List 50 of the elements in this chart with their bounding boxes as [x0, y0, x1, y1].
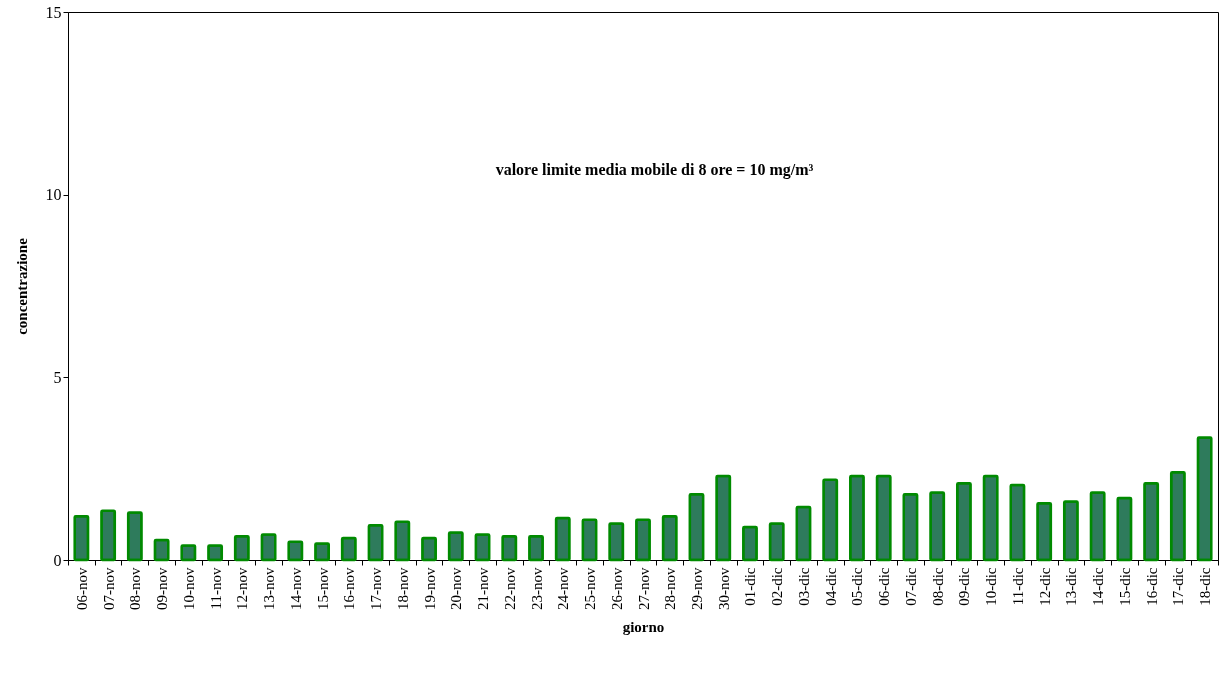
x-tick-label: 26-nov: [608, 567, 625, 610]
x-tick-label: 08-dic: [929, 567, 946, 606]
x-axis-title: giorno: [622, 619, 665, 635]
y-tick-label: 0: [53, 551, 62, 569]
y-axis-title: concentrazione: [13, 237, 30, 335]
x-tick-label: 12-dic: [1036, 567, 1053, 606]
x-tick-label: 02-dic: [769, 567, 786, 606]
x-tick-label: 03-dic: [795, 567, 812, 606]
x-tick-label: 10-dic: [983, 567, 1000, 606]
x-tick-label: 18-dic: [1197, 567, 1214, 606]
x-tick-label: 20-nov: [448, 567, 465, 610]
x-tick-label: 09-dic: [956, 567, 973, 606]
x-tick-label: 10-nov: [180, 567, 197, 610]
x-tick-label: 07-dic: [902, 567, 919, 606]
x-tick-label: 18-nov: [394, 567, 411, 610]
x-tick-label: 22-nov: [501, 567, 518, 610]
x-tick-label: 29-nov: [688, 567, 705, 610]
x-tick-label: 17-nov: [368, 567, 385, 610]
x-tick-label: 25-nov: [582, 567, 599, 610]
x-tick-label: 11-dic: [1009, 567, 1026, 606]
x-tick-label: 08-nov: [127, 567, 144, 610]
x-tick-label: 28-nov: [662, 567, 679, 610]
x-tick-label: 09-nov: [154, 567, 171, 610]
x-tick-label: 06-nov: [73, 567, 90, 610]
x-tick-label: 24-nov: [555, 567, 572, 610]
x-tick-label: 23-nov: [528, 567, 545, 610]
x-tick-label: 14-nov: [287, 567, 304, 610]
x-tick-label: 17-dic: [1170, 567, 1187, 606]
annotation: valore limite media mobile di 8 ore = 10 mg/m³: [495, 161, 814, 179]
x-tick-label: 16-dic: [1143, 567, 1160, 606]
y-tick-label: 10: [45, 186, 62, 204]
x-tick-label: 07-nov: [100, 567, 117, 610]
x-tick-label: 11-nov: [207, 567, 224, 610]
y-tick-label: 5: [53, 368, 62, 386]
x-tick-label: 01-dic: [742, 567, 759, 606]
x-tick-label: 04-dic: [822, 567, 839, 606]
x-tick-label: 15-nov: [314, 567, 331, 610]
x-tick-label: 15-dic: [1116, 567, 1133, 606]
x-tick-label: 27-nov: [635, 567, 652, 610]
x-tick-label: 19-nov: [421, 567, 438, 610]
x-tick-label: 13-nov: [261, 567, 278, 610]
x-tick-label: 06-dic: [876, 567, 893, 606]
x-tick-label: 12-nov: [234, 567, 251, 610]
x-tick-label: 21-nov: [475, 567, 492, 610]
x-tick-label: 30-nov: [715, 567, 732, 610]
y-tick-label: 15: [45, 3, 62, 21]
x-tick-label: 16-nov: [341, 567, 358, 610]
x-tick-label: 14-dic: [1090, 567, 1107, 606]
x-tick-label: 05-dic: [849, 567, 866, 606]
x-tick-label: 13-dic: [1063, 567, 1080, 606]
